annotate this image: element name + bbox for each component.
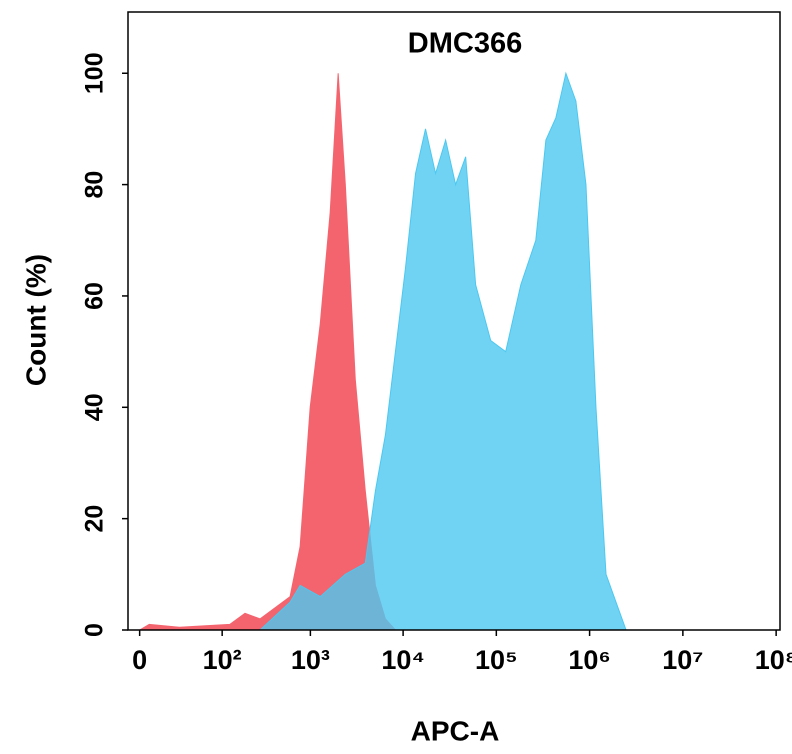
y-tick-label: 100 <box>81 52 109 94</box>
x-tick-label: 10⁶ <box>568 645 610 675</box>
y-axis-label: Count (%) <box>20 254 51 386</box>
x-tick-label: 10⁴ <box>381 645 424 675</box>
chart-title: DMC366 <box>408 28 522 60</box>
y-tick-label: 80 <box>81 171 109 199</box>
x-tick-label: 10⁵ <box>475 645 518 675</box>
x-tick-label: 10⁷ <box>662 645 703 675</box>
histogram-area <box>137 73 397 631</box>
x-tick-label: 10⁸ <box>755 645 792 675</box>
histogram-area <box>258 71 627 631</box>
x-tick-label: 10² <box>203 645 242 675</box>
y-tick-label: 20 <box>81 505 109 533</box>
x-tick-label: 10³ <box>291 645 330 675</box>
y-tick-label: 40 <box>81 393 109 421</box>
y-tick-label: 0 <box>81 623 109 637</box>
x-tick-label: 0 <box>132 645 147 675</box>
plot-frame <box>127 11 781 631</box>
x-axis-label: APC-A <box>411 715 500 746</box>
y-tick-label: 60 <box>81 282 109 310</box>
